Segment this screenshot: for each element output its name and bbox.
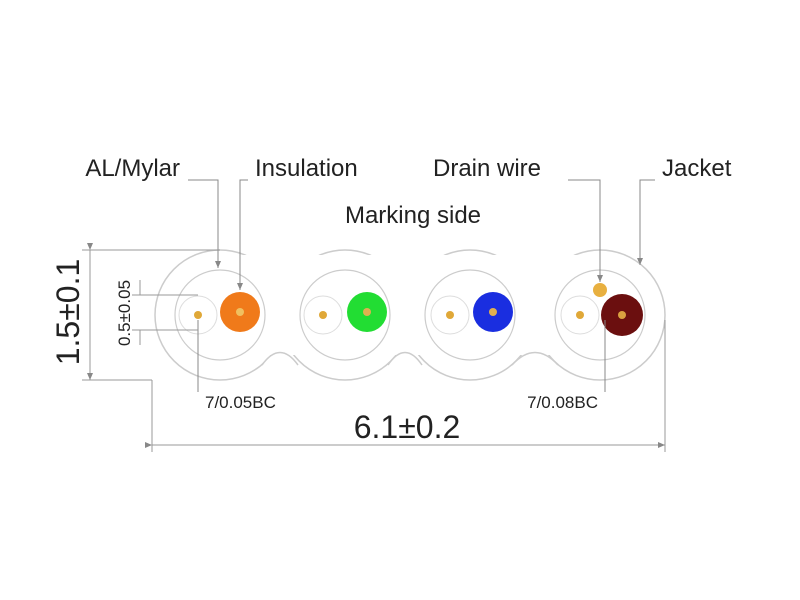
dimension-lines xyxy=(82,243,666,452)
conductor-spec-right: 7/0.08BC xyxy=(527,393,598,412)
conductor-dimension: 0.5±0.05 xyxy=(115,280,134,346)
jacket xyxy=(154,249,666,381)
marking-side: Marking side xyxy=(345,202,481,229)
callout-insulation: Insulation xyxy=(255,155,358,182)
width-dimension: 6.1±0.2 xyxy=(354,409,461,445)
callout-jacket: Jacket xyxy=(662,155,732,182)
callout-al-mylar: AL/Mylar xyxy=(85,155,180,182)
callout-drain-wire: Drain wire xyxy=(433,155,541,182)
leaders xyxy=(188,179,655,392)
height-dimension: 1.5±0.1 xyxy=(50,259,86,366)
conductor-spec-left: 7/0.05BC xyxy=(205,393,276,412)
conductors xyxy=(178,283,643,336)
